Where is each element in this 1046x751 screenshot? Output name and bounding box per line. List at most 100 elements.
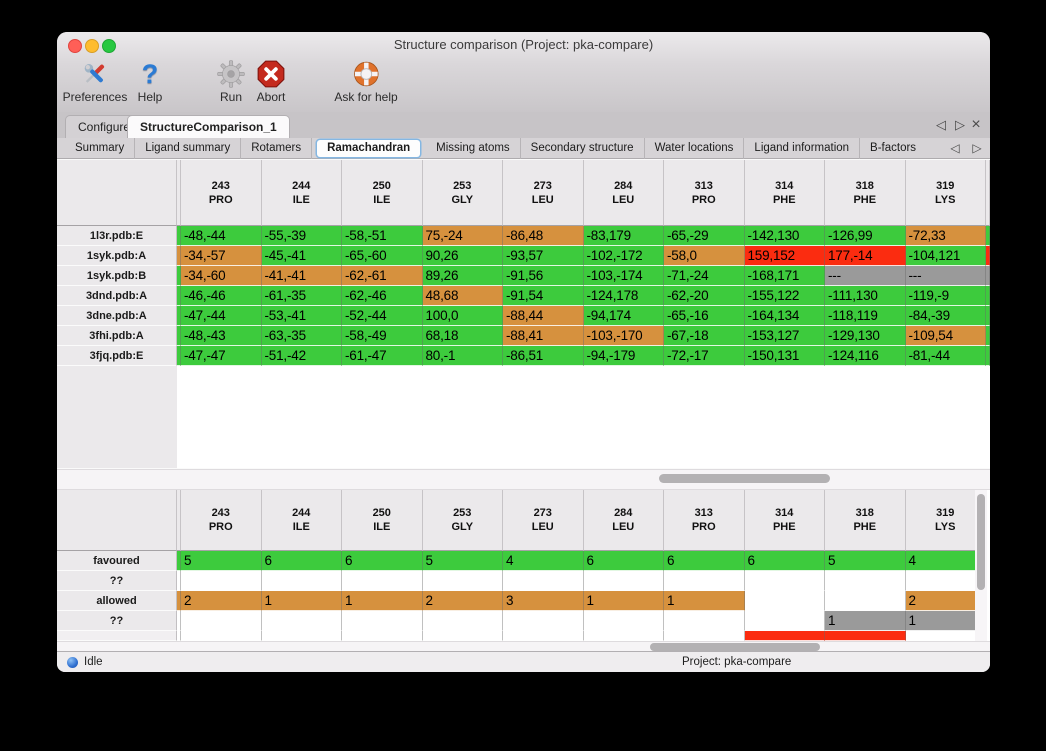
table-cell[interactable] (905, 631, 975, 641)
table-cell[interactable]: -164,134 (744, 306, 825, 326)
tab-rotamers[interactable]: Rotamers (241, 137, 313, 159)
table-cell[interactable] (744, 611, 825, 631)
table-cell[interactable]: -153,127 (744, 326, 825, 346)
table-cell[interactable]: 6 (744, 551, 825, 571)
table-cell[interactable]: -52,-44 (342, 306, 423, 326)
table-cell[interactable]: 1 (664, 591, 745, 611)
table-cell[interactable] (503, 611, 584, 631)
table-cell[interactable]: -129,130 (825, 326, 906, 346)
table-cell[interactable] (422, 611, 503, 631)
ask-for-help-button[interactable]: Ask for help (334, 59, 398, 104)
column-header[interactable]: 253 GLY (422, 490, 503, 551)
column-header[interactable]: 243 PRO (181, 160, 262, 226)
table-cell[interactable]: -61,-47 (342, 346, 423, 366)
table-cell[interactable] (503, 571, 584, 591)
table-cell[interactable]: 100,0 (422, 306, 503, 326)
tab-water-locations[interactable]: Water locations (645, 137, 745, 159)
tab-scroll-right-icon[interactable]: ▷ (955, 117, 965, 132)
column-header[interactable]: 313 PRO (664, 160, 745, 226)
row-header[interactable]: 3dnd.pdb:A (57, 286, 177, 306)
table-cell[interactable]: -93,57 (503, 246, 584, 266)
scrollbar-thumb[interactable] (650, 643, 820, 651)
table-cell[interactable] (905, 571, 975, 591)
table-cell[interactable]: -104,121 (905, 246, 986, 266)
column-header[interactable]: 244 ILE (261, 490, 342, 551)
tab-structurecomparison-1[interactable]: StructureComparison_1 (127, 115, 290, 138)
table-cell[interactable]: -84,-39 (905, 306, 986, 326)
table-cell[interactable]: -83,179 (583, 226, 664, 246)
table-cell[interactable] (744, 571, 825, 591)
table-cell[interactable]: 177,-14 (825, 246, 906, 266)
row-header[interactable]: favoured (57, 551, 177, 571)
table-cell[interactable]: 75,-24 (422, 226, 503, 246)
table-cell[interactable] (261, 611, 342, 631)
tab-configure[interactable]: Configure (65, 115, 144, 138)
table-cell[interactable]: 1 (261, 591, 342, 611)
table-cell[interactable]: -58,0 (664, 246, 745, 266)
table-cell[interactable]: -62,-20 (664, 286, 745, 306)
help-button[interactable]: ? Help (135, 59, 165, 104)
table-cell[interactable] (583, 631, 664, 641)
table-cell[interactable]: 1 (905, 611, 975, 631)
table-cell[interactable] (825, 631, 906, 641)
close-window-button[interactable] (68, 39, 82, 53)
table-cell[interactable] (664, 611, 745, 631)
tab-scroll-left-icon[interactable]: ◁ (936, 117, 946, 132)
table-cell[interactable] (744, 591, 825, 611)
table-cell[interactable]: -61,-35 (261, 286, 342, 306)
row-header[interactable]: 3fhi.pdb:A (57, 326, 177, 346)
table-cell[interactable]: 159,152 (744, 246, 825, 266)
table-cell[interactable] (825, 571, 906, 591)
table-cell[interactable]: 6 (342, 551, 423, 571)
table-cell[interactable]: -63,-35 (261, 326, 342, 346)
table-cell[interactable]: -53,-41 (261, 306, 342, 326)
table-cell[interactable]: -86,51 (503, 346, 584, 366)
abort-button[interactable]: Abort (256, 59, 286, 104)
table-cell[interactable]: -91,54 (503, 286, 584, 306)
minimize-window-button[interactable] (85, 39, 99, 53)
table-cell[interactable]: 68,18 (422, 326, 503, 346)
preferences-button[interactable]: Preferences (63, 59, 127, 104)
table-cell[interactable]: -58,-51 (342, 226, 423, 246)
table-cell[interactable] (261, 571, 342, 591)
table-cell[interactable]: -62,-61 (342, 266, 423, 286)
table-cell[interactable]: -47,-47 (181, 346, 262, 366)
table-cell[interactable] (503, 631, 584, 641)
row-header[interactable]: ?? (57, 611, 177, 631)
row-header[interactable]: allowed (57, 591, 177, 611)
column-header[interactable]: 313 PRO (664, 490, 745, 551)
scrollbar-thumb[interactable] (977, 494, 985, 590)
tab-ligand-information[interactable]: Ligand information (744, 137, 861, 159)
table-cell[interactable]: 48,68 (422, 286, 503, 306)
table-cell[interactable]: 89,26 (422, 266, 503, 286)
row-header[interactable]: ?? (57, 571, 177, 591)
row-header[interactable]: 1l3r.pdb:E (57, 226, 177, 246)
bottom-table-vertical-scrollbar[interactable] (975, 490, 987, 641)
table-cell[interactable]: 2 (905, 591, 975, 611)
table-cell[interactable]: -62,-46 (342, 286, 423, 306)
tab-close-icon[interactable]: × (971, 116, 981, 133)
table-cell[interactable]: -46,-46 (181, 286, 262, 306)
table-cell[interactable]: -142,130 (744, 226, 825, 246)
row-header[interactable]: 3dne.pdb:A (57, 306, 177, 326)
table-cell[interactable] (744, 631, 825, 641)
table-cell[interactable]: -72,-17 (664, 346, 745, 366)
table-cell[interactable]: -91,56 (503, 266, 584, 286)
table-cell[interactable]: -41,-41 (261, 266, 342, 286)
table-cell[interactable]: -155,122 (744, 286, 825, 306)
table-cell[interactable]: -81,-44 (905, 346, 986, 366)
column-header[interactable]: 250 ILE (342, 160, 423, 226)
table-cell[interactable]: 6 (583, 551, 664, 571)
table-cell[interactable]: 5 (181, 551, 262, 571)
table-cell[interactable]: -124,116 (825, 346, 906, 366)
table-cell[interactable] (342, 631, 423, 641)
table-cell[interactable]: -86,48 (503, 226, 584, 246)
table-cell[interactable]: -119,-9 (905, 286, 986, 306)
top-table-horizontal-scrollbar[interactable] (57, 469, 990, 490)
table-cell[interactable]: -45,-41 (261, 246, 342, 266)
column-header[interactable]: 318 PHE (825, 490, 906, 551)
run-button[interactable]: Run (216, 59, 246, 104)
table-cell[interactable]: --- (905, 266, 986, 286)
table-cell[interactable]: -65,-16 (664, 306, 745, 326)
table-cell[interactable]: -103,-170 (583, 326, 664, 346)
